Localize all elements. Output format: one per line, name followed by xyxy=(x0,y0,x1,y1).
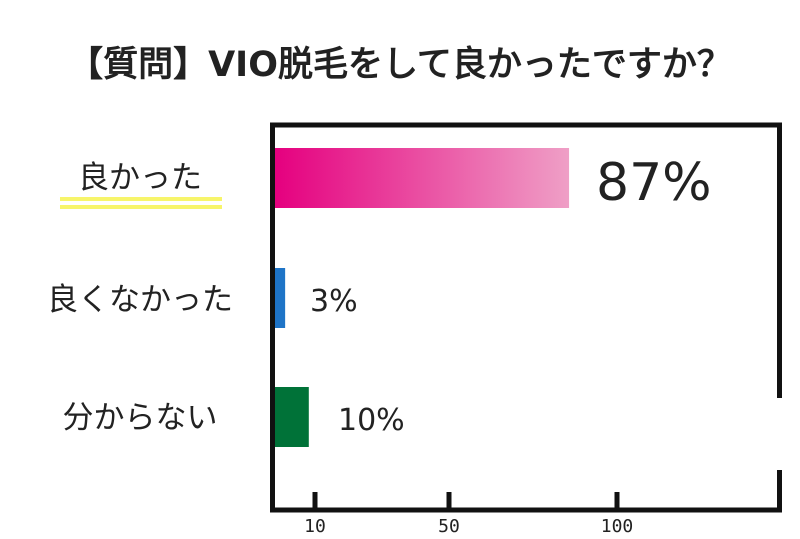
x-tick-label: 10 xyxy=(304,516,326,537)
highlight-underline-bottom xyxy=(60,205,222,209)
category-label: 良くなかった xyxy=(47,282,233,318)
category-label: 分からない xyxy=(63,400,218,436)
chart-title: 【質問】VIO脱毛をして良かったですか？ xyxy=(68,45,732,85)
data-label: 10% xyxy=(338,403,405,438)
x-tick-label: 50 xyxy=(438,516,460,537)
category-label: 良かった xyxy=(78,160,202,196)
bar xyxy=(275,268,286,328)
x-tick-label: 100 xyxy=(601,516,634,537)
bar xyxy=(275,148,570,208)
highlight-underline-top xyxy=(60,197,222,201)
plot-frame xyxy=(270,122,782,513)
data-label: 87% xyxy=(596,153,712,213)
data-label: 3% xyxy=(310,284,358,319)
bar xyxy=(275,387,309,447)
